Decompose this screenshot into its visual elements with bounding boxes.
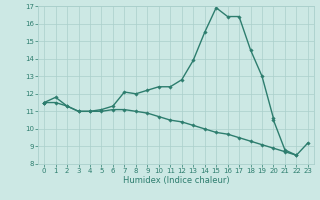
X-axis label: Humidex (Indice chaleur): Humidex (Indice chaleur) <box>123 176 229 185</box>
